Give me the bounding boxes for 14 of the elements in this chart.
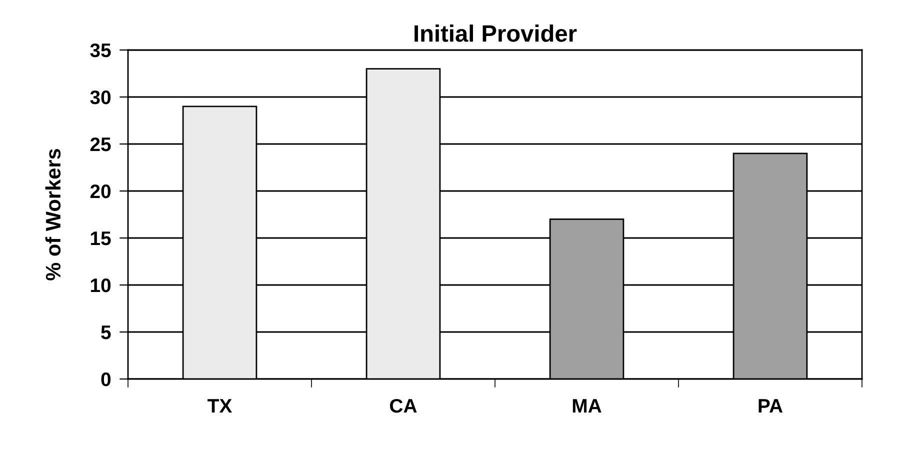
y-tick-label: 25 bbox=[90, 137, 111, 152]
y-tick-label: 35 bbox=[90, 43, 111, 58]
y-tick-label: 0 bbox=[101, 372, 111, 386]
x-tick-label: MA bbox=[572, 399, 602, 413]
x-tick-label: PA bbox=[758, 399, 783, 413]
chart-title: Initial Provider bbox=[414, 24, 577, 42]
x-tick-label: TX bbox=[208, 399, 232, 413]
y-tick-label: 15 bbox=[90, 232, 111, 246]
y-tick-label: 20 bbox=[90, 184, 111, 198]
y-axis-title: % of Workers bbox=[45, 148, 61, 280]
x-tick-label: CA bbox=[390, 398, 417, 413]
y-tick-label: 30 bbox=[90, 90, 111, 104]
y-tick-label: 10 bbox=[90, 278, 111, 292]
y-tick-label: 5 bbox=[101, 326, 111, 340]
